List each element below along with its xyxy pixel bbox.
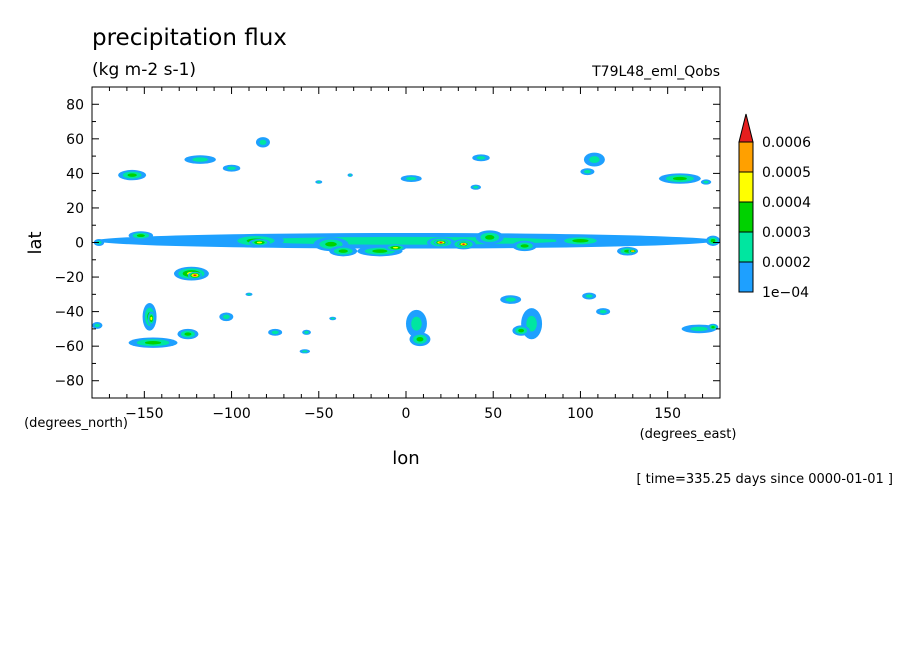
colorbar-label: 1e−04 — [762, 285, 809, 301]
time-label: [ time=335.25 days since 0000-01-01 ] — [636, 472, 893, 487]
contour-level-3 — [150, 316, 153, 321]
contour-level-5 — [439, 241, 443, 244]
contour-level-4 — [631, 250, 634, 252]
contour-level-2 — [485, 235, 495, 240]
x-tick-label: 0 — [402, 406, 411, 422]
contour-level-2 — [416, 336, 424, 342]
y-units-label: (degrees_north) — [24, 416, 128, 431]
colorbar-label: 0.0005 — [762, 165, 811, 181]
colorbar-extend-triangle — [738, 113, 754, 143]
contour-level-1 — [304, 331, 309, 334]
contour-level-2 — [520, 244, 529, 248]
contour-level-2 — [338, 249, 348, 253]
colorbar-swatch — [738, 231, 754, 263]
colorbar-swatch — [738, 171, 754, 203]
x-tick-label: −150 — [125, 406, 163, 422]
contour-level-1 — [330, 317, 335, 320]
y-tick-label: −40 — [54, 305, 84, 321]
contour-level-5 — [462, 243, 465, 246]
colorbar-swatch — [738, 141, 754, 173]
contour-level-2 — [572, 239, 589, 243]
axis-ticks: −150 −100 −50 0 50 100 150 80 60 40 20 0 −20 −40 −60 −8… — [54, 86, 721, 422]
y-tick-label: −60 — [54, 339, 84, 355]
contour-level-1 — [302, 350, 308, 353]
precipitation-contours — [92, 137, 720, 354]
x-axis-label: lon — [392, 448, 419, 469]
colorbar-label: 0.0002 — [762, 255, 811, 271]
contour-level-1 — [317, 181, 321, 183]
x-tick-label: 100 — [567, 406, 594, 422]
contour-level-1 — [247, 293, 251, 296]
colorbar-swatch — [738, 201, 754, 233]
y-tick-label: 20 — [66, 201, 84, 217]
contour-level-1 — [583, 169, 591, 174]
contour-level-1 — [222, 314, 230, 319]
chart-units: (kg m-2 s-1) — [92, 60, 196, 80]
contour-level-1 — [192, 157, 209, 162]
contour-level-2 — [710, 239, 716, 243]
y-axis-label: lat — [25, 231, 46, 254]
contour-level-1 — [271, 330, 279, 335]
x-tick-label: 50 — [484, 406, 502, 422]
chart-title: precipitation flux — [92, 25, 287, 51]
contour-level-5 — [193, 274, 197, 277]
contour-level-1 — [505, 297, 516, 302]
contour-level-2 — [184, 332, 192, 336]
y-tick-label: −80 — [54, 374, 84, 390]
contour-level-1 — [348, 174, 352, 176]
contour-level-1 — [599, 309, 607, 314]
contour-level-3 — [256, 241, 263, 244]
colorbar-label: 0.0003 — [762, 225, 811, 241]
y-tick-label: 80 — [66, 97, 84, 113]
contour-level-1 — [585, 294, 593, 298]
contour-level-1 — [589, 156, 600, 164]
contour-level-1 — [259, 139, 267, 145]
x-tick-label: 150 — [654, 406, 681, 422]
colorbar: 1e−04 0.0002 0.0003 0.0004 0.0005 0.0006 — [738, 113, 811, 301]
colorbar-label: 0.0006 — [762, 135, 811, 151]
y-tick-label: 40 — [66, 166, 84, 182]
contour-level-2 — [325, 241, 337, 247]
y-tick-label: 0 — [75, 236, 84, 252]
contour-level-2 — [672, 176, 687, 181]
contour-level-2 — [518, 328, 525, 333]
contour-level-1 — [227, 166, 236, 170]
x-tick-label: −100 — [212, 406, 250, 422]
colorbar-swatch — [738, 261, 754, 293]
contour-level-2 — [711, 326, 715, 329]
contour-level-1 — [406, 176, 417, 181]
contour-level-2 — [372, 249, 388, 253]
contour-level-3 — [392, 246, 399, 249]
contour-level-1 — [411, 316, 422, 331]
dataset-label: T79L48_eml_Qobs — [591, 64, 720, 80]
x-units-label: (degrees_east) — [640, 427, 737, 442]
contour-level-2 — [144, 340, 162, 345]
contour-level-1 — [473, 185, 479, 189]
contour-level-1 — [690, 326, 708, 332]
contour-level-1 — [703, 180, 709, 184]
contour-level-2 — [127, 173, 137, 177]
contour-level-1 — [526, 315, 537, 332]
x-tick-label: −50 — [304, 406, 334, 422]
contour-level-1 — [94, 323, 100, 328]
y-tick-label: −20 — [54, 270, 84, 286]
y-tick-label: 60 — [66, 132, 84, 148]
colorbar-label: 0.0004 — [762, 195, 811, 211]
contour-level-1 — [476, 156, 486, 160]
contour-level-2 — [136, 234, 145, 238]
